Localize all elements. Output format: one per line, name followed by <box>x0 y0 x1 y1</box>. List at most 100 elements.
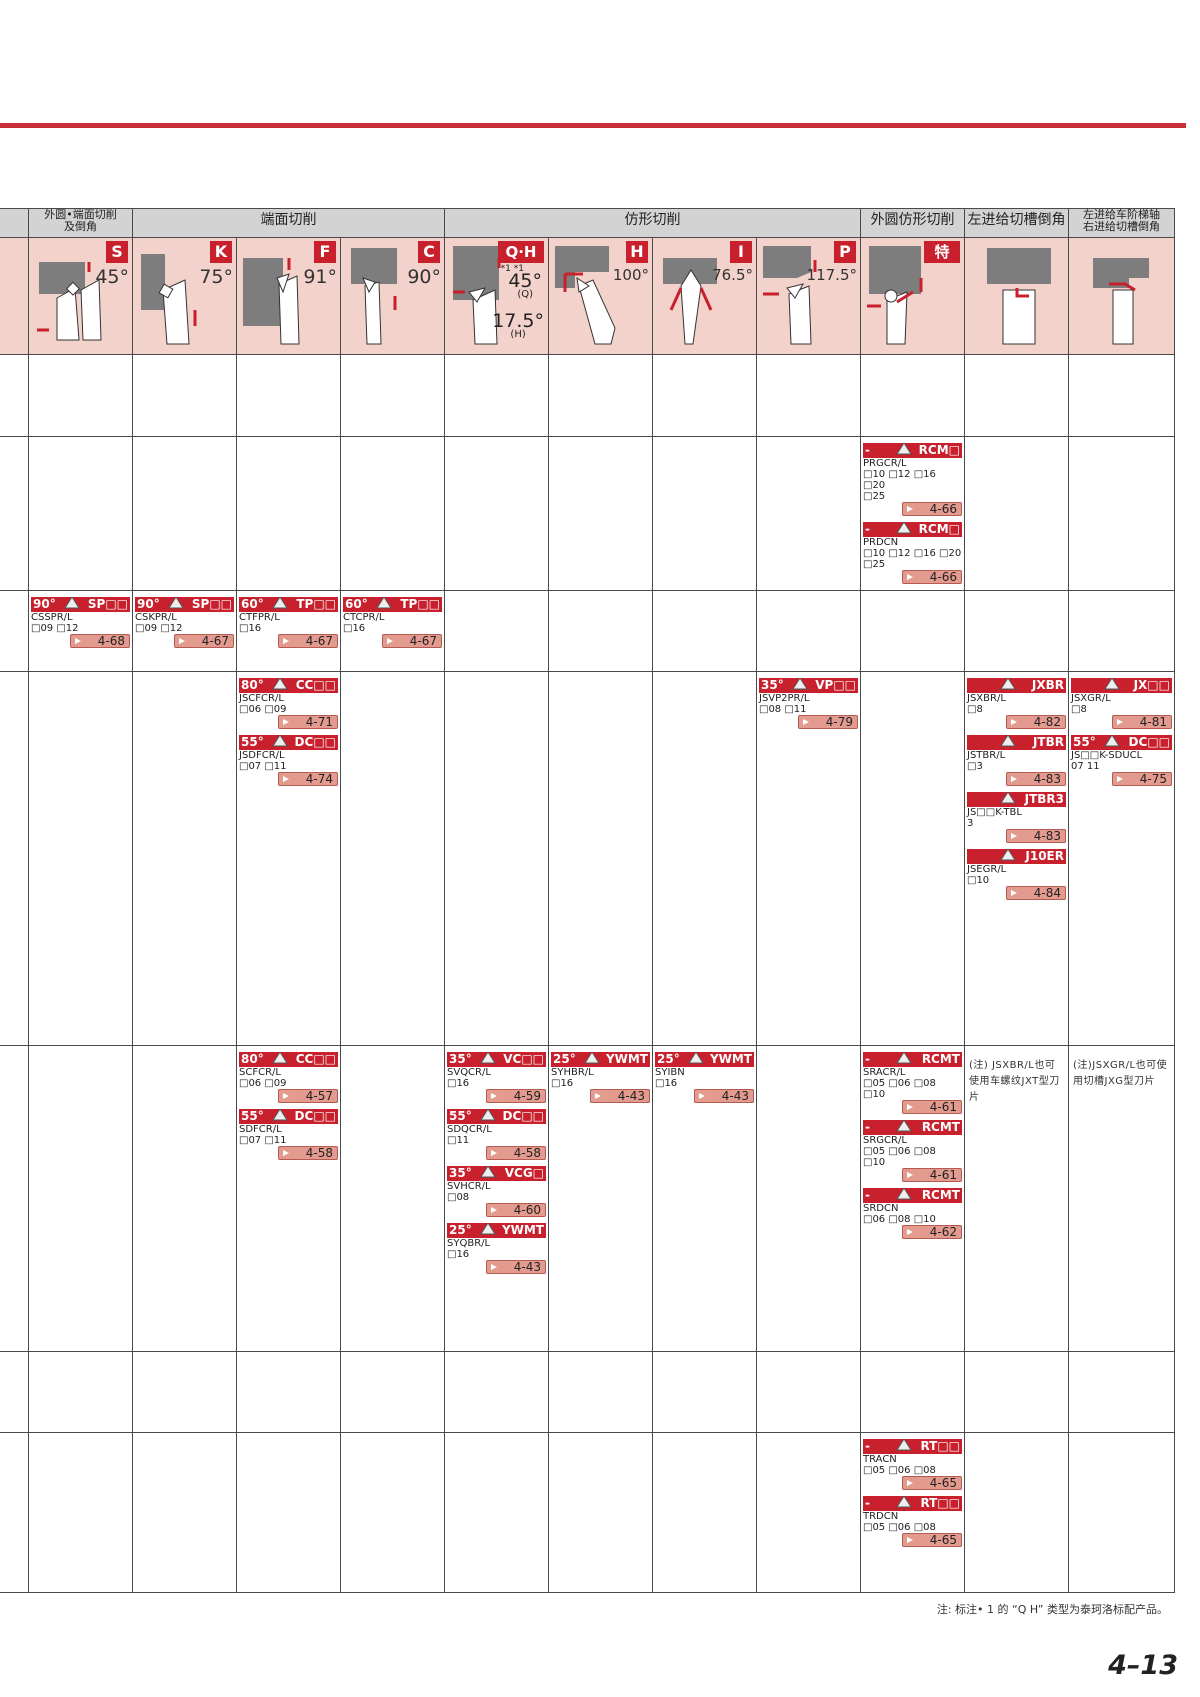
page-reference-link[interactable]: 4-66 <box>902 502 962 516</box>
page-reference-link[interactable]: 4-67 <box>382 634 442 648</box>
holder-sizes: □06 □08 □10 <box>863 1214 936 1225</box>
insert-shape-icon <box>895 1188 913 1201</box>
page-reference-link[interactable]: 4-67 <box>174 634 234 648</box>
holder-model: CTCPR/L <box>343 612 385 623</box>
insert-entry: 35° VCG□ SVHCR/L □08 4-60 <box>447 1166 546 1217</box>
insert-code: JXBR <box>1031 678 1064 692</box>
page-reference-link[interactable]: 4-83 <box>1006 772 1066 786</box>
insert-angle: 80° <box>241 1052 264 1066</box>
tool-angle-H: 17.5° (H) <box>492 310 544 340</box>
insert-grade-bar: 90° SP□□ <box>135 597 234 612</box>
page-reference-link[interactable]: 4-59 <box>486 1089 546 1103</box>
page-reference-link[interactable]: 4-61 <box>902 1168 962 1182</box>
tool-letter-F: F <box>314 241 336 263</box>
tool-type-S: S 45° <box>28 237 133 355</box>
page-reference-link[interactable]: 4-58 <box>486 1146 546 1160</box>
holder-model: TRACN <box>863 1454 897 1465</box>
holder-model: TRDCN <box>863 1511 899 1522</box>
group-header-od-profiling: 外圆仿形切削 <box>860 208 965 238</box>
page-reference-link[interactable]: 4-79 <box>798 715 858 729</box>
page-reference-link[interactable]: 4-74 <box>278 772 338 786</box>
page-reference-link[interactable]: 4-43 <box>590 1089 650 1103</box>
insert-grade-bar: JX□□ <box>1071 678 1172 693</box>
insert-code: JX□□ <box>1133 678 1170 692</box>
page-reference-link[interactable]: 4-68 <box>70 634 130 648</box>
insert-grade-bar: 25° YWMT <box>551 1052 650 1067</box>
insert-shape-icon <box>895 1496 913 1509</box>
cell-r5-c11: (注)JSXGR/L也可使用切槽JXG型刀片 <box>1068 1045 1175 1352</box>
insert-shape-icon <box>479 1052 497 1065</box>
page-reference-link[interactable]: 4-61 <box>902 1100 962 1114</box>
insert-angle: 25° <box>553 1052 576 1066</box>
page-reference-link[interactable]: 4-57 <box>278 1089 338 1103</box>
insert-code: JTBR3 <box>1024 792 1064 806</box>
page-reference-link[interactable]: 4-65 <box>902 1476 962 1490</box>
note-jxt: (注) JSXBR/L也可使用车螺纹JXT型刀片 <box>969 1060 1060 1103</box>
insert-angle: - <box>865 522 870 536</box>
insert-angle: - <box>865 1052 870 1066</box>
page-reference-link[interactable]: 4-81 <box>1112 715 1172 729</box>
page-reference-link[interactable]: 4-62 <box>902 1225 962 1239</box>
cell-r5-c9: - RCMT SRACR/L □05 □06 □08 □10 4-61- RCMT SRGC… <box>860 1045 965 1352</box>
page-reference-link[interactable]: 4-83 <box>1006 829 1066 843</box>
holder-groove-icon <box>987 248 1051 345</box>
insert-entry: 25° YWMT SYHBR/L □16 4-43 <box>551 1052 650 1103</box>
holder-qh-icon <box>453 246 501 345</box>
insert-shape-icon <box>271 678 289 691</box>
holder-model: SCFCR/L <box>239 1067 281 1078</box>
insert-shape-icon <box>375 597 393 610</box>
insert-shape-icon <box>271 735 289 748</box>
holder-model: SVHCR/L <box>447 1181 491 1192</box>
insert-code: YWMT <box>709 1052 752 1066</box>
insert-code: YWMT <box>605 1052 648 1066</box>
cell-r4-c8: 35° VP□□ JSVP2PR/L □08 □11 4-79 <box>756 671 861 1046</box>
holder-model: JSCFCR/L <box>239 693 284 704</box>
holder-model: SYIBN <box>655 1067 685 1078</box>
insert-grade-bar: - RCMT <box>863 1052 962 1067</box>
insert-shape-icon <box>167 597 185 610</box>
group-header-row: 外圆•端面切削 及倒角 端面切削 仿形切削 外圆仿形切削 左进给切槽倒角 左进给… <box>0 208 1175 238</box>
page-number: 4–13 <box>1108 1650 1178 1681</box>
insert-shape-icon <box>999 735 1017 748</box>
page-reference-link[interactable]: 4-71 <box>278 715 338 729</box>
page-reference-link[interactable]: 4-43 <box>694 1089 754 1103</box>
insert-angle: 55° <box>449 1109 472 1123</box>
cell-r2-c9: - RCM□ PRGCR/L □10 □12 □16 □20 □25 4-66- RCM□… <box>860 436 965 591</box>
table-row <box>0 1351 1175 1433</box>
page-reference-link[interactable]: 4-75 <box>1112 772 1172 786</box>
page-reference-link[interactable]: 4-67 <box>278 634 338 648</box>
tool-mark-QH: *1 *1 <box>500 264 524 274</box>
page-reference-link[interactable]: 4-84 <box>1006 886 1066 900</box>
holder-model: JS□□K-SDUCL <box>1071 750 1143 761</box>
holder-c-icon <box>351 248 397 345</box>
insert-angle: 35° <box>761 678 784 692</box>
page-reference-link[interactable]: 4-60 <box>486 1203 546 1217</box>
insert-entry: 25° YWMT SYQBR/L □16 4-43 <box>447 1223 546 1274</box>
cell-r5-c5: 35° VC□□ SVQCR/L □16 4-59 55° DC□□ SDQCR/L □11 4-… <box>444 1045 549 1352</box>
page-reference-link[interactable]: 4-65 <box>902 1533 962 1547</box>
holder-sizes: □10 □12 □16 □20 □25 <box>863 469 936 502</box>
insert-angle: 25° <box>449 1223 472 1237</box>
insert-grade-bar: JTBR3 <box>967 792 1066 807</box>
table-row: 80° CC□□ JSCFCR/L □06 □09 4-71 55° DC□□ JSDFCR/… <box>0 671 1175 1046</box>
tool-icon-row: S 45° K 75° F 91° C 90° Q·H *1 *1 45° (Q)… <box>0 237 1175 355</box>
insert-code: TP□□ <box>400 597 440 611</box>
tool-angle-C: 90° <box>407 266 441 288</box>
insert-code: RCM□ <box>918 522 960 536</box>
holder-sizes: □05 □06 □08 □10 <box>863 1146 936 1168</box>
holder-sizes: □16 <box>239 623 262 634</box>
insert-grade-bar: 35° VC□□ <box>447 1052 546 1067</box>
page-reference-link[interactable]: 4-58 <box>278 1146 338 1160</box>
page-reference-link[interactable]: 4-43 <box>486 1260 546 1274</box>
insert-grade-bar: 55° DC□□ <box>239 735 338 750</box>
insert-grade-bar: 60° TP□□ <box>343 597 442 612</box>
page-reference-link[interactable]: 4-82 <box>1006 715 1066 729</box>
page-reference-link[interactable]: 4-66 <box>902 570 962 584</box>
insert-entry: - RCMT SRACR/L □05 □06 □08 □10 4-61 <box>863 1052 962 1114</box>
insert-grade-bar: 25° YWMT <box>655 1052 754 1067</box>
note-jxg: (注)JSXGR/L也可使用切槽JXG型刀片 <box>1073 1060 1168 1087</box>
tool-angle-H: 100° <box>612 266 649 284</box>
insert-shape-icon <box>895 1052 913 1065</box>
holder-f-icon <box>243 258 300 345</box>
holder-model: JS□□K-TBL <box>967 807 1022 818</box>
